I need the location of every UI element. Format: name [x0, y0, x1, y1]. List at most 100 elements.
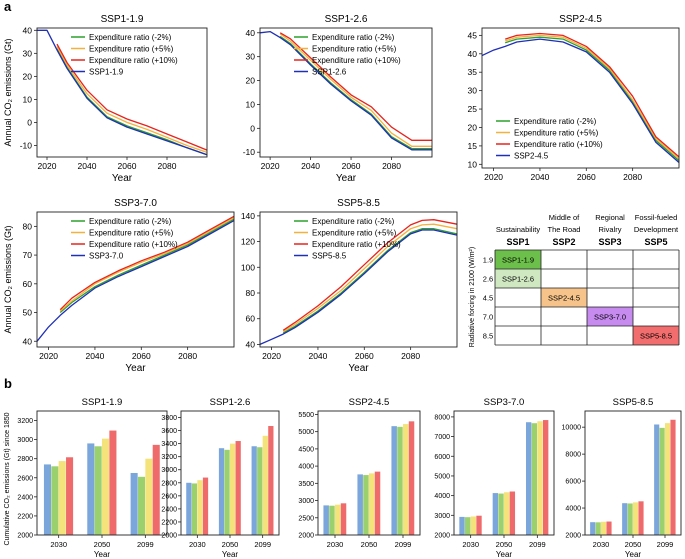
- bar: [137, 476, 146, 535]
- bar: [492, 493, 499, 535]
- chart-title: SSP1-2.6: [325, 14, 368, 25]
- row-label: 7.0: [483, 313, 493, 322]
- y-tick-label: 80: [23, 221, 33, 231]
- chart-title: SSP3-7.0: [484, 397, 525, 408]
- x-tick-label: 2080: [623, 172, 642, 182]
- column-desc: Rivalry: [599, 225, 622, 234]
- y-tick-label: 60: [23, 279, 33, 289]
- series-line-3: [59, 215, 235, 311]
- legend-label: Expenditure ratio (+10%): [514, 140, 603, 149]
- series-line-3: [505, 32, 680, 158]
- bar: [340, 503, 347, 535]
- y-tick-label: 4000: [434, 493, 450, 500]
- line-chart-ssp5-8.5: SSP5-8.5 40 60 80 100 120 140 2020 2040 2060 2080 Y…: [241, 198, 458, 374]
- bar-chart-ssp3-7.0: SSP3-7.0 2000 3000 4000 5000 6000 7000 8000 2030…: [434, 397, 555, 559]
- bar: [145, 458, 153, 535]
- y-tick-label: 45: [468, 30, 478, 40]
- legend-label: Expenditure ratio (+5%): [514, 129, 599, 138]
- legend-label: Expenditure ratio (-2%): [89, 33, 172, 42]
- y-tick-label: 2200: [17, 513, 33, 520]
- y-axis-label: Annual CO₂ emissions (Gt): [3, 38, 13, 146]
- y-tick-label: 10000: [562, 425, 582, 432]
- row-label: 2.6: [483, 275, 493, 284]
- x-tick-label: 2060: [118, 161, 137, 171]
- y-tick-label: 2000: [298, 533, 314, 540]
- bar: [66, 457, 74, 535]
- series-line-4: [36, 220, 235, 342]
- chart-title: SSP5-8.5: [613, 397, 654, 408]
- x-tick-label: 2030: [327, 540, 344, 549]
- bar: [476, 515, 482, 535]
- y-tick-label: 2400: [17, 494, 33, 501]
- x-axis-label: Year: [348, 363, 369, 374]
- y-tick-label: 2000: [17, 533, 33, 540]
- legend-label: Expenditure ratio (+5%): [89, 229, 174, 238]
- x-tick-label: 2020: [484, 172, 503, 182]
- x-tick-label: 2020: [261, 161, 280, 171]
- series-line-1: [282, 228, 458, 334]
- chart-title: SSP2-4.5: [349, 397, 390, 408]
- y-tick-label: 0: [250, 123, 255, 133]
- y-tick-label: 3000: [161, 467, 177, 474]
- y-tick-label: 2600: [161, 493, 177, 500]
- legend-label: Expenditure ratio (+5%): [89, 45, 174, 54]
- column-desc: Development: [634, 225, 679, 234]
- column-desc-top: Middle of: [549, 213, 580, 222]
- x-tick-label: 2060: [355, 351, 374, 361]
- row-label: 4.5: [483, 294, 493, 303]
- bar: [94, 446, 102, 535]
- bar: [665, 423, 671, 535]
- y-tick-label: 10: [468, 159, 478, 169]
- y-tick-label: 80: [246, 288, 256, 298]
- scenario-cell-label: SSP2-4.5: [548, 294, 580, 303]
- y-tick-label: 120: [241, 237, 255, 247]
- bar: [659, 427, 665, 535]
- series-line-2: [279, 33, 432, 147]
- series-line-4: [259, 30, 432, 151]
- y-tick-label: 15: [468, 141, 478, 151]
- y-tick-label: 10: [23, 94, 33, 104]
- x-tick-label: 2099: [137, 540, 154, 549]
- x-tick-label: 2050: [496, 540, 513, 549]
- legend-label: SSP1-2.6: [312, 68, 347, 77]
- y-tick-label: 25: [468, 104, 478, 114]
- chart-title: SSP1-1.9: [101, 14, 144, 25]
- x-axis-label: Year: [625, 550, 642, 559]
- y-tick-label: 40: [468, 49, 478, 59]
- bar: [102, 438, 110, 535]
- scenario-cell: [495, 250, 541, 269]
- y-tick-label: 40: [23, 25, 33, 35]
- y-tick-label: 35: [468, 67, 478, 77]
- y-tick-label: 20: [468, 122, 478, 132]
- bar: [537, 421, 543, 535]
- bar: [397, 426, 403, 535]
- plot-frame: [36, 211, 235, 348]
- bar: [323, 505, 329, 535]
- column-code: SSP3: [598, 237, 621, 247]
- y-tick-label: 2500: [298, 515, 314, 522]
- y-tick-label: 3000: [17, 437, 33, 444]
- x-tick-label: 2050: [361, 540, 378, 549]
- x-tick-label: 2060: [577, 172, 596, 182]
- y-tick-label: 70: [23, 250, 33, 260]
- bar: [235, 441, 241, 535]
- series-line-3: [279, 32, 432, 141]
- bar: [408, 421, 415, 535]
- bar: [633, 502, 639, 535]
- bar: [465, 517, 471, 535]
- y-tick-label: 6000: [565, 479, 581, 486]
- bar: [87, 443, 95, 535]
- scenario-cell-label: SSP3-7.0: [594, 313, 626, 322]
- y-tick-label: 30: [23, 48, 33, 58]
- bar: [509, 491, 516, 535]
- series-line-2: [282, 223, 458, 333]
- bar: [654, 424, 660, 535]
- legend-label: Expenditure ratio (-2%): [89, 217, 172, 226]
- bar: [51, 466, 59, 535]
- x-tick-label: 2040: [85, 351, 104, 361]
- x-tick-label: 2020: [262, 351, 281, 361]
- bar: [202, 477, 209, 535]
- x-axis-label: Year: [112, 173, 133, 184]
- legend-label: Expenditure ratio (-2%): [514, 117, 597, 126]
- y-tick-label: 6000: [434, 454, 450, 461]
